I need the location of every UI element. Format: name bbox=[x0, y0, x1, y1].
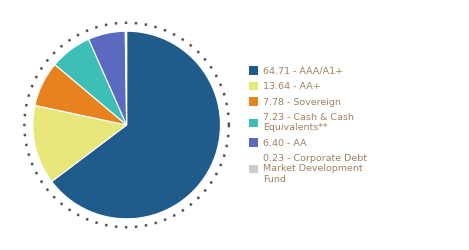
Wedge shape bbox=[125, 31, 127, 125]
Legend: 64.71 - AAA/A1+, 13.64 - AA+, 7.78 - Sovereign, 7.23 - Cash & Cash
Equivalents**: 64.71 - AAA/A1+, 13.64 - AA+, 7.78 - Sov… bbox=[249, 66, 367, 184]
Wedge shape bbox=[89, 31, 127, 125]
Wedge shape bbox=[52, 31, 220, 219]
Wedge shape bbox=[55, 39, 127, 125]
Wedge shape bbox=[35, 64, 127, 125]
Wedge shape bbox=[33, 105, 127, 182]
